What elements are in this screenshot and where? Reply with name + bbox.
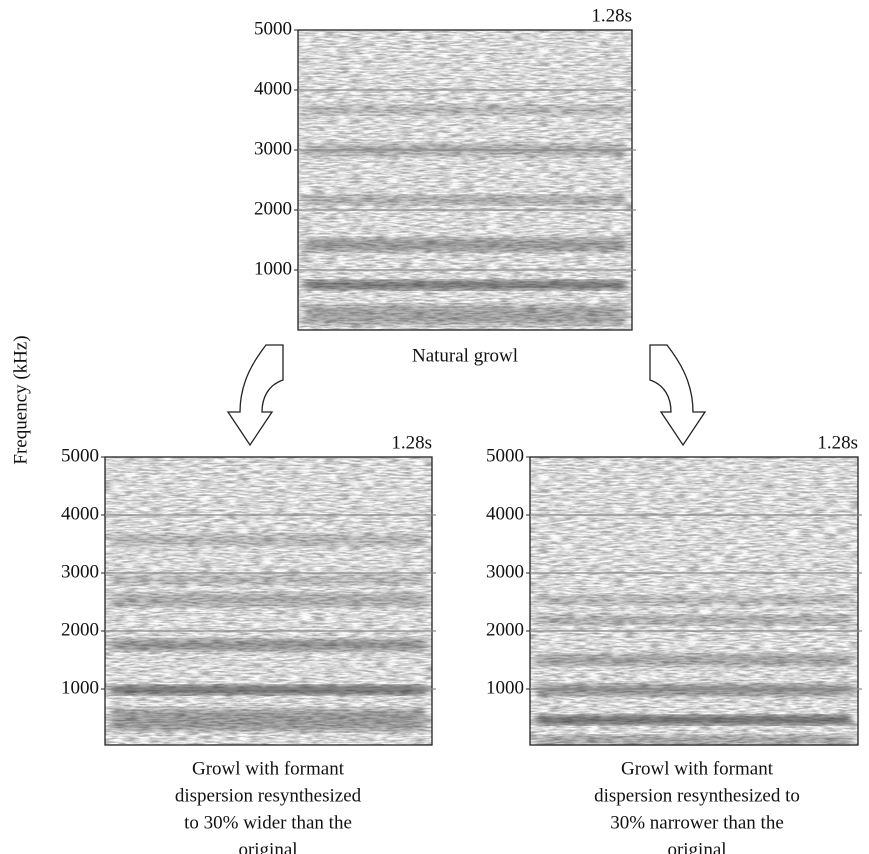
formant-band [111, 593, 426, 607]
formant-band [536, 735, 852, 745]
time-label: 1.28s [817, 432, 858, 453]
spectrogram-frame [104, 456, 433, 746]
formant-band [111, 709, 426, 731]
caption-line: original [667, 839, 726, 854]
y-tick-label: 3000 [486, 561, 524, 582]
y-tick-label: 1000 [486, 677, 524, 698]
y-tick-label: 2000 [254, 198, 292, 219]
formant-band [304, 305, 626, 325]
y-tick-label: 4000 [61, 503, 99, 524]
spectrogram-frame [297, 29, 633, 331]
arrow-left [226, 344, 284, 447]
y-tick-label: 1000 [61, 677, 99, 698]
y-tick-label: 3000 [61, 561, 99, 582]
formant-band [111, 685, 426, 695]
formant-band [111, 639, 426, 651]
formant-band [304, 238, 626, 252]
caption-line: Growl with formant [192, 758, 345, 779]
y-tick-label: 5000 [61, 445, 99, 466]
formant-band [304, 105, 626, 115]
formant-band [111, 534, 426, 546]
formant-band [536, 595, 852, 605]
formant-band [304, 195, 626, 205]
formant-band [536, 715, 852, 725]
caption-line: dispersion resynthesized [175, 785, 362, 806]
y-tick-label: 4000 [486, 503, 524, 524]
caption-line: to 30% wider than the [184, 812, 352, 833]
y-tick-label: 5000 [486, 445, 524, 466]
y-tick-label: 2000 [61, 619, 99, 640]
y-axis-label: Frequency (kHz) [10, 335, 31, 464]
y-tick-label: 1000 [254, 258, 292, 279]
caption-line: dispersion resynthesized to [594, 785, 800, 806]
spectrogram-frame [529, 456, 859, 746]
arrow-right [649, 344, 707, 447]
caption-line: Growl with formant [621, 758, 774, 779]
formant-band [304, 280, 626, 290]
spectrogram-panel [104, 456, 433, 746]
caption-line: Natural growl [412, 345, 518, 366]
caption-line: original [238, 839, 297, 854]
y-tick-label: 4000 [254, 78, 292, 99]
formant-band [536, 684, 852, 696]
spectrogram-panel [529, 456, 859, 746]
formant-band [536, 654, 852, 666]
time-label: 1.28s [391, 432, 432, 453]
formant-band [536, 615, 852, 625]
y-tick-label: 3000 [254, 138, 292, 159]
time-label: 1.28s [591, 5, 632, 26]
caption-line: 30% narrower than the [610, 812, 784, 833]
y-tick-label: 5000 [254, 18, 292, 39]
spectrogram-panel [297, 29, 633, 331]
y-tick-label: 2000 [486, 619, 524, 640]
formant-band [111, 575, 426, 585]
